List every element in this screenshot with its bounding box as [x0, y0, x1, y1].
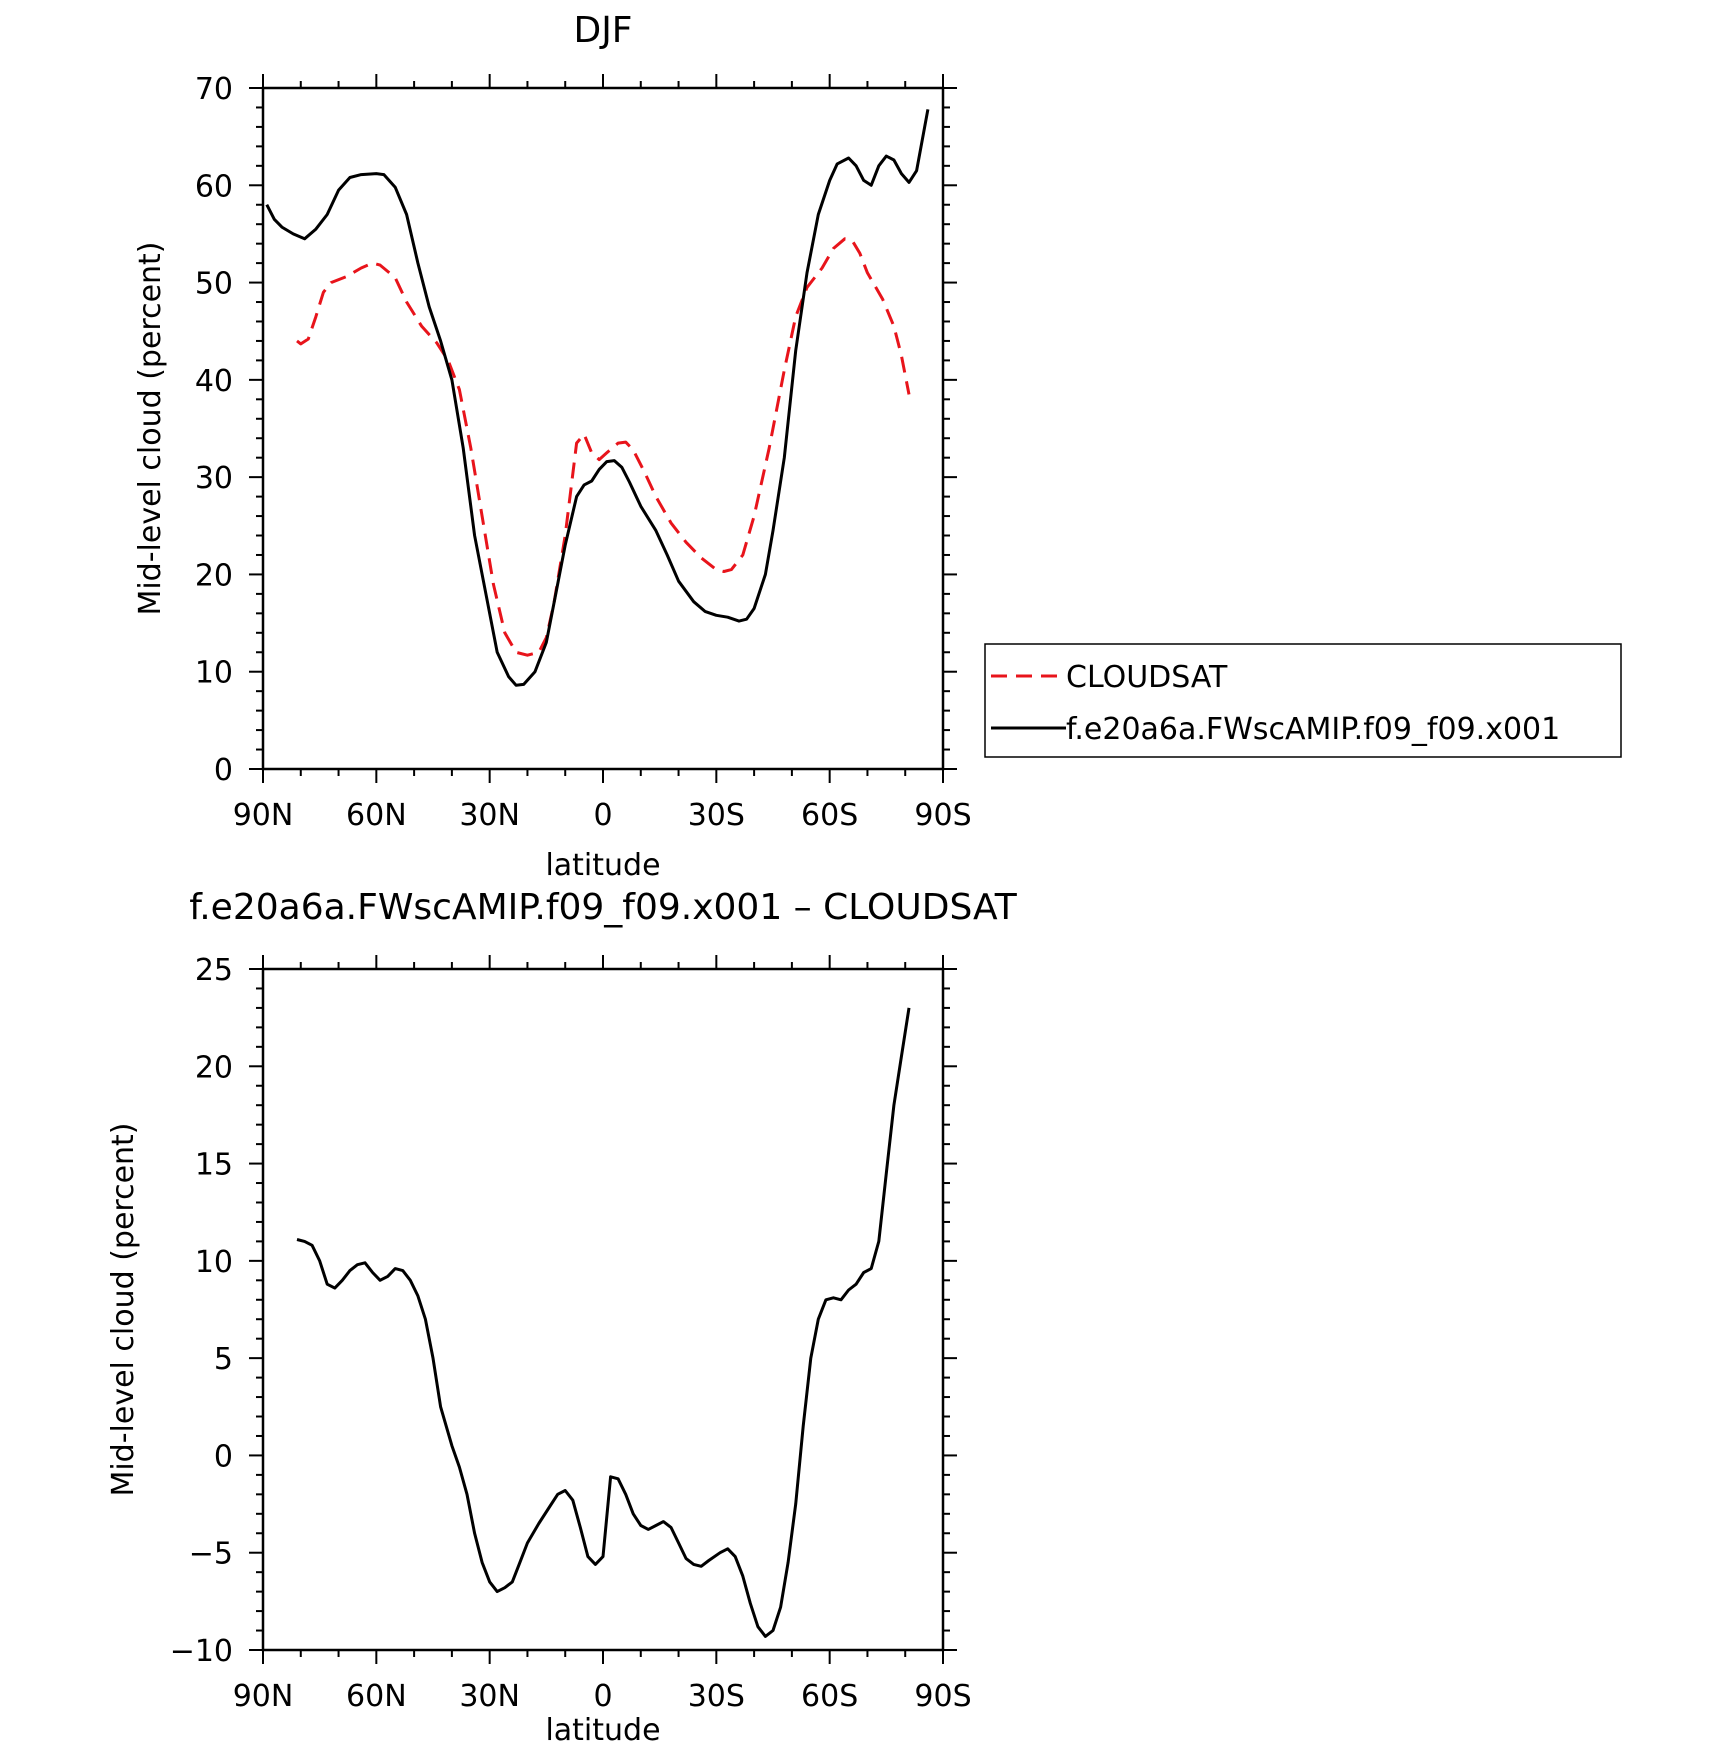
y-tick-label: −5 [189, 1537, 233, 1572]
y-tick-label: 25 [195, 953, 233, 988]
x-tick-label: 90S [914, 798, 971, 833]
y-tick-label: 10 [195, 656, 233, 691]
x-tick-label: 90N [233, 798, 294, 833]
lower-chart-panel: f.e20a6a.FWscAMIP.f09_f09.x001 – CLOUDSA… [106, 887, 1018, 1745]
y-tick-label: 50 [195, 267, 233, 302]
x-axis-label: latitude [545, 848, 660, 883]
y-tick-label: 30 [195, 461, 233, 496]
y-axis-label: Mid-level cloud (percent) [106, 1122, 141, 1496]
series-line-cloudsat [296, 237, 911, 657]
x-tick-label: 90S [914, 1679, 971, 1714]
x-tick-label: 0 [593, 1679, 612, 1714]
y-tick-label: −10 [170, 1634, 233, 1669]
x-tick-label: 60N [346, 798, 407, 833]
y-tick-label: 15 [195, 1148, 233, 1183]
y-tick-label: 0 [214, 1439, 233, 1474]
y-tick-label: 40 [195, 364, 233, 399]
x-tick-label: 30N [459, 1679, 520, 1714]
y-tick-label: 60 [195, 169, 233, 204]
x-tick-label: 30N [459, 798, 520, 833]
y-tick-label: 5 [214, 1342, 233, 1377]
legend-box [984, 643, 1622, 758]
x-tick-label: 60S [801, 1679, 858, 1714]
legend: CLOUDSAT f.e20a6a.FWscAMIP.f09_f09.x001 [984, 643, 1622, 758]
x-tick-label: 30S [688, 1679, 745, 1714]
x-tick-label: 60N [346, 1679, 407, 1714]
x-tick-label: 90N [233, 1679, 294, 1714]
chart-title: DJF [573, 10, 632, 51]
y-tick-label: 10 [195, 1245, 233, 1280]
y-tick-label: 20 [195, 1050, 233, 1085]
x-tick-label: 0 [593, 798, 612, 833]
chart-title: f.e20a6a.FWscAMIP.f09_f09.x001 – CLOUDSA… [189, 887, 1018, 928]
upper-chart-panel: DJF 90N 60N 30N 0 30S 60S 90S 0 10 20 30 40 50 60 70 lat… [133, 10, 1622, 883]
legend-label: CLOUDSAT [1066, 660, 1228, 695]
y-tick-label: 0 [214, 753, 233, 788]
x-tick-label: 60S [801, 798, 858, 833]
series-line-f-e20a6a-fwscamip-f09-f09-x001 [265, 109, 930, 687]
y-tick-label: 70 [195, 72, 233, 107]
y-tick-label: 20 [195, 558, 233, 593]
x-tick-label: 30S [688, 798, 745, 833]
plot-frame [261, 86, 945, 771]
legend-label: f.e20a6a.FWscAMIP.f09_f09.x001 [1066, 712, 1560, 747]
series-line-difference [296, 1007, 911, 1638]
x-axis-label: latitude [545, 1713, 660, 1745]
y-axis-label: Mid-level cloud (percent) [133, 241, 168, 615]
